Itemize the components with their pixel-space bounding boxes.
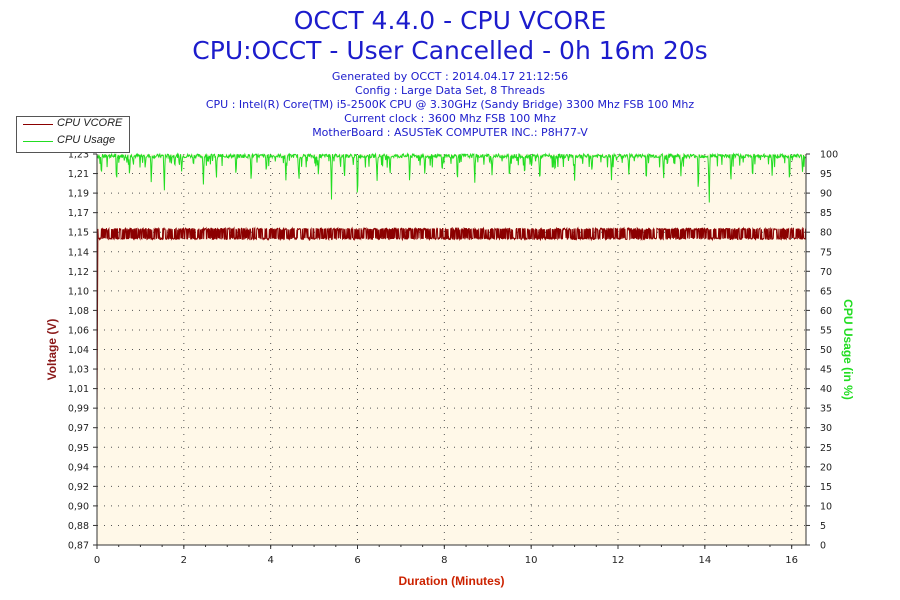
y-axis-title-right: CPU Usage (in %)	[841, 299, 855, 400]
y-tick-label: 0,97	[68, 423, 89, 434]
y-right-tick-label: 20	[820, 462, 832, 473]
cpu-vcore-line	[96, 226, 807, 415]
x-tick-label: 16	[785, 555, 798, 566]
x-tick-label: 6	[354, 555, 360, 566]
y-tick-label: 1,14	[68, 247, 89, 258]
y-tick-label: 0,90	[68, 501, 89, 512]
chart-subtitle: CPU:OCCT - User Cancelled - 0h 16m 20s	[192, 36, 708, 65]
y-tick-label: 1,01	[68, 384, 89, 395]
y-right-tick-label: 65	[820, 286, 832, 297]
y-tick-label: 1,06	[68, 325, 89, 336]
chart-title: OCCT 4.4.0 - CPU VCORE	[293, 6, 607, 35]
info-generated: Generated by OCCT : 2014.04.17 21:12:56	[331, 70, 569, 83]
chart-legend: CPU VCORE CPU Usage	[16, 116, 130, 153]
info-clock: Current clock : 3600 Mhz FSB 100 Mhz	[344, 112, 556, 125]
plot-area	[97, 154, 806, 545]
x-tick-label: 0	[94, 555, 100, 566]
legend-item-usage: CPU Usage	[17, 134, 129, 150]
info-motherboard: MotherBoard : ASUSTeK COMPUTER INC.: P8H…	[312, 126, 588, 139]
legend-swatch-vcore	[23, 124, 53, 125]
legend-label-vcore: CPU VCORE	[57, 117, 123, 129]
x-tick-label: 10	[525, 555, 538, 566]
y-right-tick-label: 15	[820, 482, 832, 493]
y-right-tick-label: 35	[820, 404, 832, 415]
y-right-tick-label: 90	[820, 189, 832, 200]
y-tick-label: 1,19	[68, 189, 89, 200]
y-tick-label: 0,87	[68, 541, 89, 552]
y-right-tick-label: 50	[820, 345, 832, 356]
y-tick-label: 1,15	[68, 228, 89, 239]
y-tick-label: 1,12	[68, 267, 89, 278]
y-tick-label: 1,21	[68, 169, 89, 180]
y-right-tick-label: 30	[820, 423, 832, 434]
x-tick-label: 14	[698, 555, 711, 566]
y-right-tick-label: 5	[820, 521, 826, 532]
y-tick-label: 1,04	[68, 345, 89, 356]
y-right-tick-label: 70	[820, 267, 832, 278]
y-tick-label: 0,94	[68, 462, 89, 473]
y-right-tick-label: 45	[820, 365, 832, 376]
legend-item-vcore: CPU VCORE	[17, 117, 129, 133]
y-right-tick-label: 75	[820, 247, 832, 258]
y-tick-label: 1,08	[68, 306, 89, 317]
y-tick-label: 1,17	[68, 208, 89, 219]
y-right-tick-label: 95	[820, 169, 832, 180]
y-right-tick-label: 25	[820, 443, 832, 454]
info-config: Config : Large Data Set, 8 Threads	[355, 84, 545, 97]
y-right-tick-label: 10	[820, 501, 832, 512]
y-tick-label: 1,03	[68, 365, 89, 376]
y-tick-label: 0,88	[68, 521, 89, 532]
y-right-tick-label: 60	[820, 306, 832, 317]
x-tick-label: 4	[267, 555, 273, 566]
y-right-tick-label: 100	[820, 150, 838, 161]
y-right-tick-label: 80	[820, 228, 832, 239]
legend-swatch-usage	[23, 141, 53, 142]
y-axis-title-left: Voltage (V)	[45, 319, 59, 381]
y-right-tick-label: 40	[820, 384, 832, 395]
info-cpu: CPU : Intel(R) Core(TM) i5-2500K CPU @ 3…	[205, 98, 695, 111]
legend-label-usage: CPU Usage	[57, 134, 116, 146]
x-axis-title: Duration (Minutes)	[399, 574, 505, 588]
y-tick-label: 0,95	[68, 443, 89, 454]
x-tick-label: 2	[181, 555, 187, 566]
y-tick-label: 1,23	[68, 150, 89, 161]
cpu-usage-line	[96, 152, 807, 203]
y-tick-label: 1,10	[68, 286, 89, 297]
y-tick-label: 0,99	[68, 404, 89, 415]
x-tick-label: 8	[441, 555, 447, 566]
y-right-tick-label: 0	[820, 541, 826, 552]
y-right-tick-label: 55	[820, 325, 832, 336]
y-tick-label: 0,92	[68, 482, 89, 493]
x-tick-label: 12	[612, 555, 625, 566]
y-right-tick-label: 85	[820, 208, 832, 219]
